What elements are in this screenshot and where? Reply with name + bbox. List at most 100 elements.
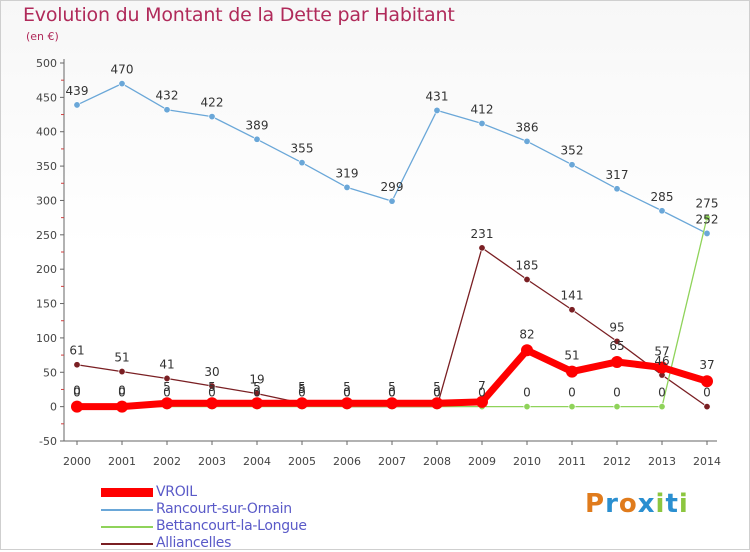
- data-label: 46: [654, 354, 669, 368]
- data-point: [613, 337, 621, 345]
- data-point: [161, 397, 173, 410]
- y-tick-label: 500: [36, 57, 57, 70]
- data-label: 65: [609, 339, 624, 353]
- x-tick-label: 2001: [108, 455, 136, 468]
- logo-letter: t: [665, 489, 679, 519]
- x-tick-label: 2011: [558, 455, 586, 468]
- data-point: [613, 403, 621, 411]
- data-point: [703, 229, 711, 237]
- data-label: 0: [208, 386, 216, 400]
- data-point: [298, 159, 306, 167]
- x-tick-label: 2012: [603, 455, 631, 468]
- data-label: 0: [433, 386, 441, 400]
- data-label: 470: [111, 63, 134, 77]
- data-label: 7: [478, 379, 486, 393]
- data-label: 0: [658, 386, 666, 400]
- data-point: [296, 397, 308, 410]
- data-label: 82: [519, 327, 534, 341]
- data-label: 285: [651, 190, 674, 204]
- data-point: [611, 355, 623, 368]
- data-label: 439: [66, 84, 89, 98]
- data-point: [703, 214, 711, 222]
- data-label: 0: [73, 386, 81, 400]
- data-label: 185: [516, 258, 539, 272]
- data-point: [116, 400, 128, 413]
- data-point: [73, 361, 81, 369]
- data-label: 0: [73, 384, 81, 398]
- x-tick-label: 2006: [333, 455, 361, 468]
- x-tick-label: 2007: [378, 455, 406, 468]
- data-point: [388, 197, 396, 205]
- data-point: [568, 161, 576, 169]
- logo-letter: r: [605, 489, 619, 519]
- x-tick-label: 2013: [648, 455, 676, 468]
- data-point: [253, 390, 261, 398]
- data-label: 5: [388, 380, 396, 394]
- data-label: 19: [249, 373, 264, 387]
- data-label: 5: [343, 380, 351, 394]
- data-label: 0: [253, 386, 261, 400]
- data-label: 5: [298, 382, 306, 396]
- data-label: 0: [388, 386, 396, 400]
- data-label: 252: [696, 212, 719, 226]
- y-tick-label: 250: [36, 229, 57, 242]
- data-label: 41: [159, 357, 174, 371]
- y-tick-label: 300: [36, 194, 57, 207]
- legend-label: Alliancelles: [156, 535, 232, 551]
- x-tick-label: 2009: [468, 455, 496, 468]
- data-label: 141: [561, 289, 584, 303]
- logo-letter: o: [618, 489, 638, 519]
- data-label: 30: [204, 365, 219, 379]
- data-label: 231: [471, 227, 494, 241]
- chart-title: Evolution du Montant de la Dette par Hab…: [23, 4, 455, 26]
- x-tick-label: 2008: [423, 455, 451, 468]
- x-tick-label: 2000: [63, 455, 91, 468]
- data-label: 275: [696, 197, 719, 211]
- data-point: [251, 397, 263, 410]
- legend-swatch: [101, 543, 153, 545]
- data-label: 299: [381, 180, 404, 194]
- y-tick-label: 450: [36, 91, 57, 104]
- data-label: 0: [118, 386, 126, 400]
- data-label: 0: [523, 386, 531, 400]
- data-point: [163, 106, 171, 114]
- logo-letter: x: [637, 489, 656, 519]
- data-label: 432: [156, 89, 179, 103]
- logo-letter: i: [655, 489, 666, 519]
- data-point: [208, 382, 216, 390]
- data-label: 389: [246, 118, 269, 132]
- data-label: 5: [208, 380, 216, 394]
- data-label: 0: [568, 386, 576, 400]
- data-label: 37: [699, 358, 714, 372]
- proxiti-logo: Proxiti: [585, 489, 689, 519]
- data-label: 95: [609, 320, 624, 334]
- data-label: 355: [291, 142, 314, 156]
- data-point: [478, 119, 486, 127]
- data-point: [613, 185, 621, 193]
- data-label: 0: [433, 386, 441, 400]
- data-point: [658, 207, 666, 215]
- data-point: [568, 306, 576, 314]
- data-label: 431: [426, 89, 449, 103]
- y-tick-label: 200: [36, 263, 57, 276]
- data-label: 0: [343, 386, 351, 400]
- data-label: 57: [654, 344, 669, 358]
- data-point: [118, 368, 126, 376]
- data-label: 5: [433, 380, 441, 394]
- data-point: [206, 397, 218, 410]
- data-point: [163, 374, 171, 382]
- data-point: [476, 395, 488, 408]
- data-point: [523, 403, 531, 411]
- data-point: [73, 101, 81, 109]
- y-tick-label: 400: [36, 126, 57, 139]
- data-label: 51: [564, 349, 579, 363]
- logo-letter: P: [585, 489, 606, 519]
- data-label: 412: [471, 102, 494, 116]
- legend-swatch: [101, 509, 153, 511]
- data-label: 5: [253, 380, 261, 394]
- data-label: 386: [516, 120, 539, 134]
- data-point: [656, 361, 668, 374]
- x-tick-label: 2002: [153, 455, 181, 468]
- data-point: [341, 397, 353, 410]
